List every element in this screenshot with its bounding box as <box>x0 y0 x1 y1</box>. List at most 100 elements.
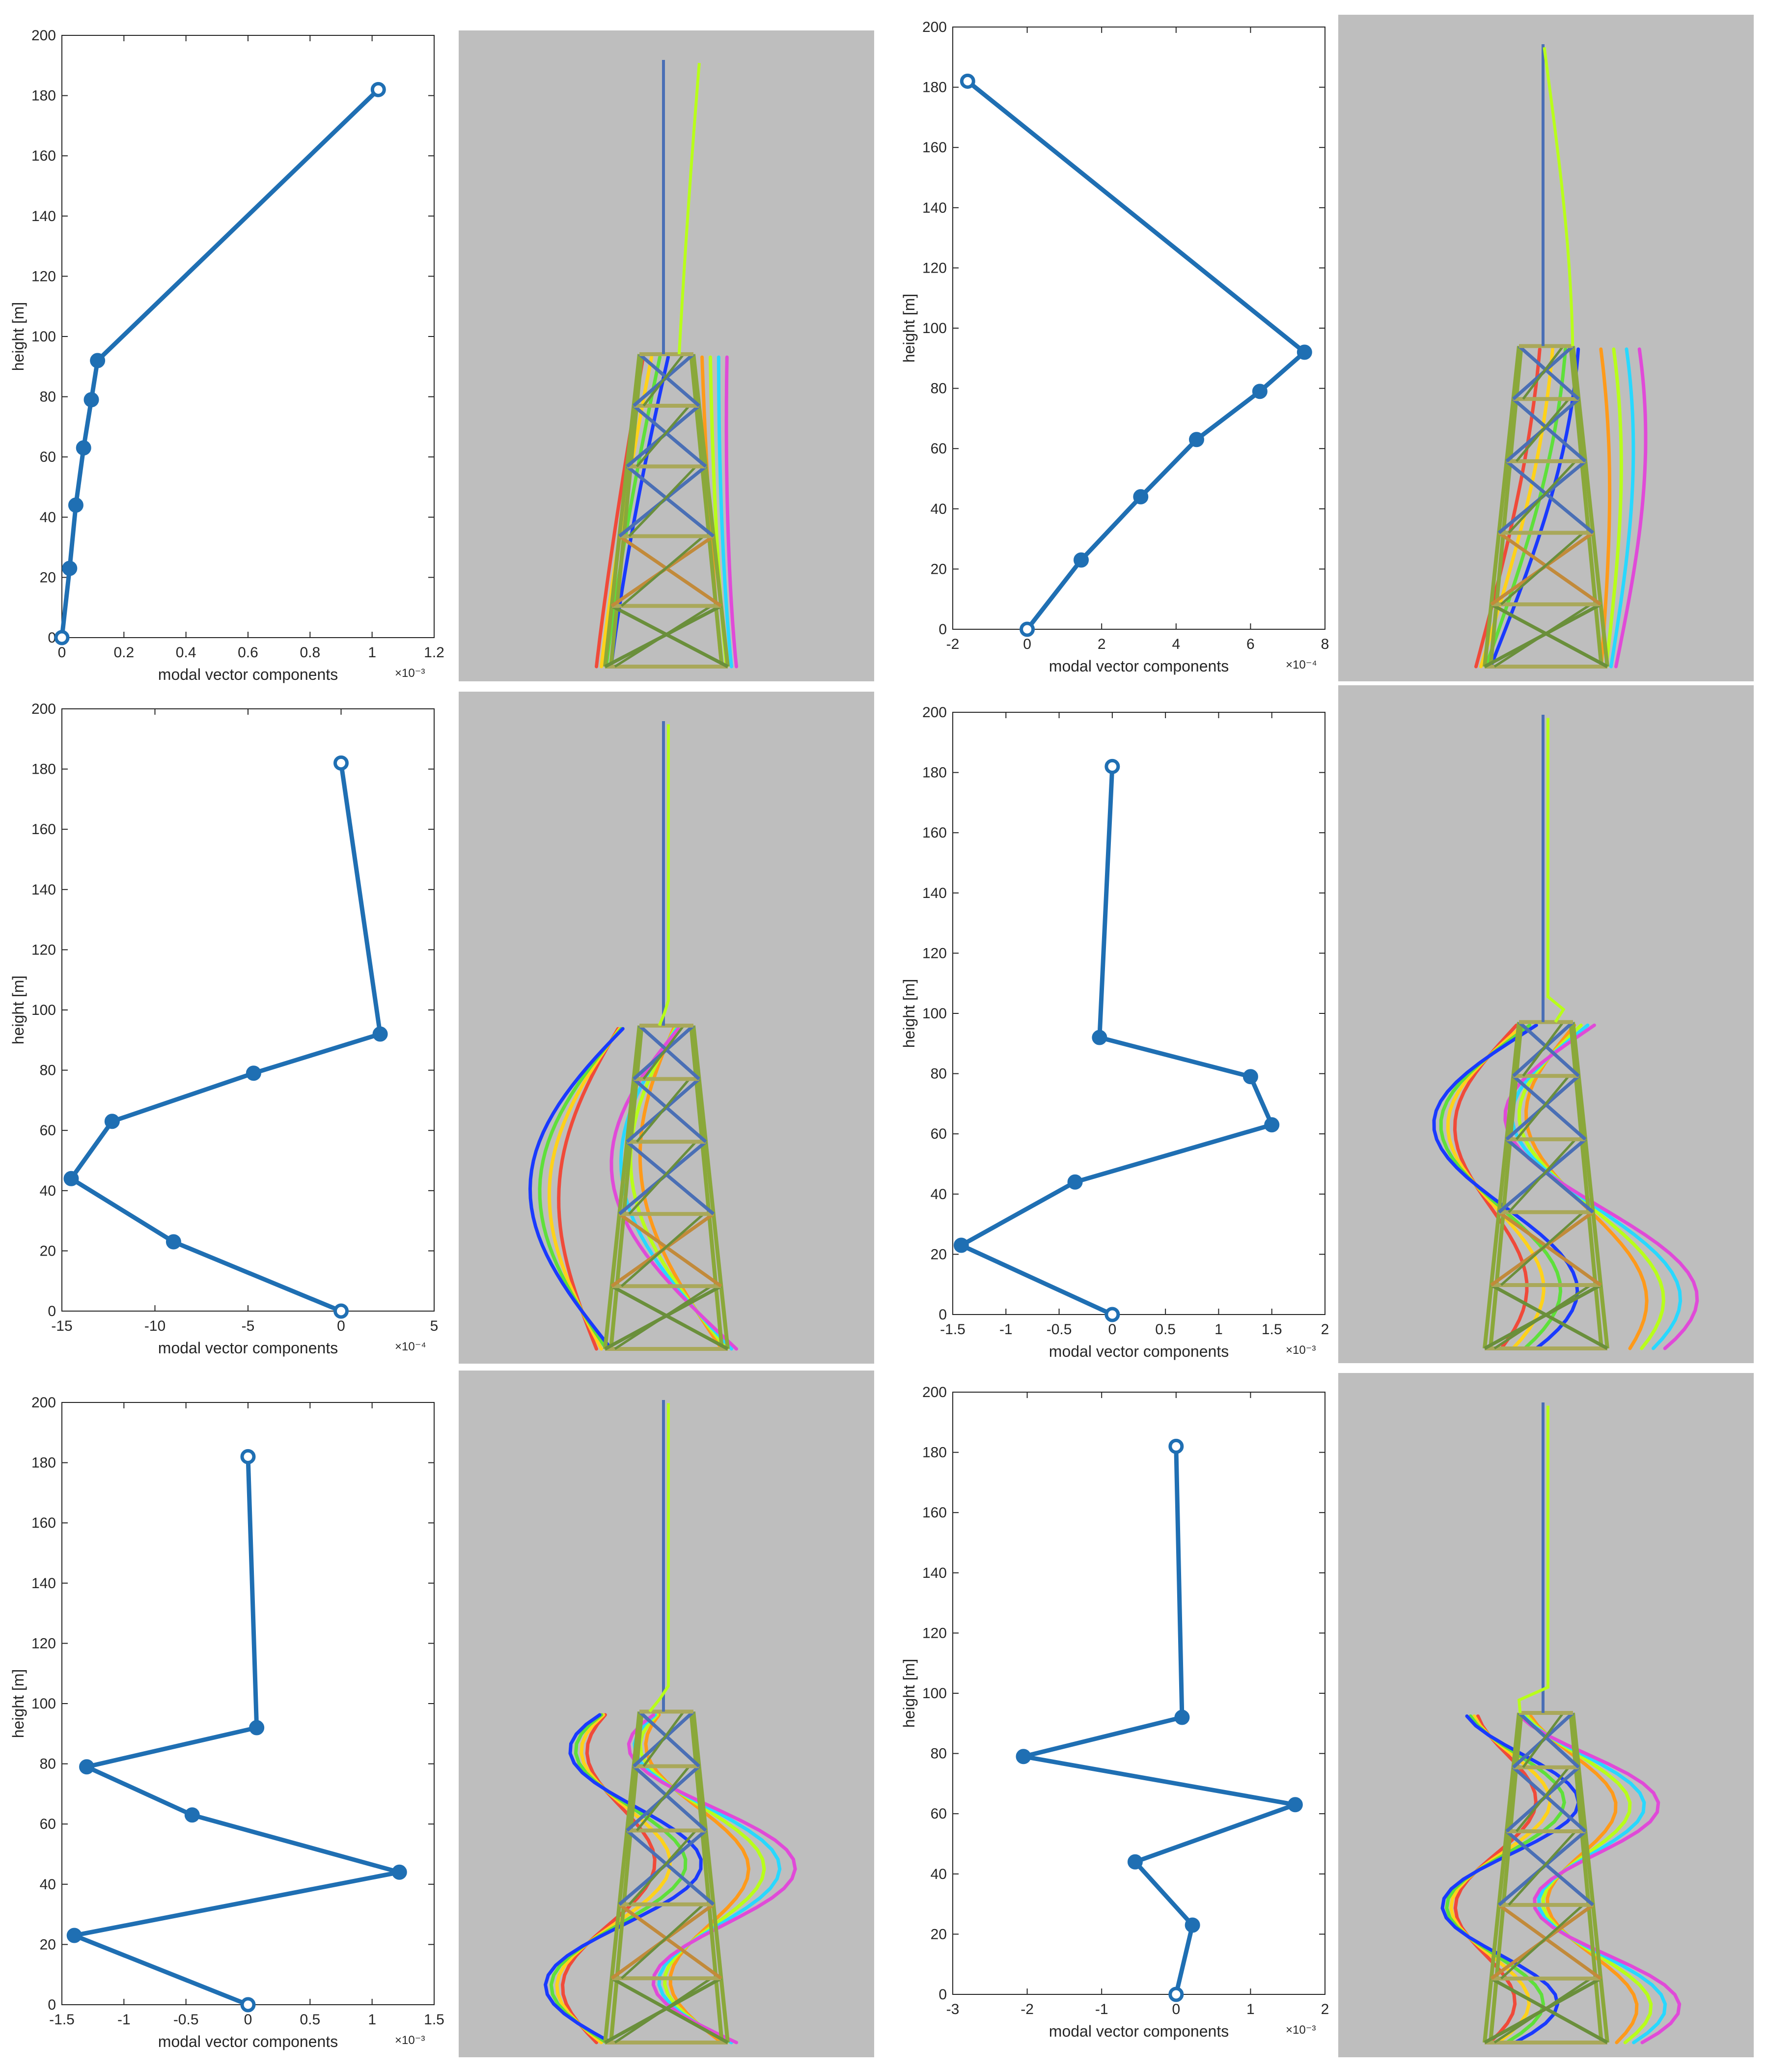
y-tick-label: 60 <box>40 1122 56 1139</box>
tower-render-5 <box>459 1371 874 2057</box>
x-tick-label: -3 <box>946 2001 960 2017</box>
data-point <box>90 353 106 368</box>
y-tick-label: 200 <box>31 701 56 717</box>
mast-deformed <box>677 62 701 355</box>
y-tick-label: 0 <box>938 621 947 638</box>
cross-brace-back <box>1493 1284 1592 1350</box>
y-tick-label: 100 <box>922 320 947 336</box>
axes-box <box>952 27 1325 630</box>
y-tick-label: 140 <box>31 1575 56 1592</box>
cross-brace <box>1490 1283 1608 1350</box>
x-exponent-label: ×10⁻³ <box>395 667 425 680</box>
cross-brace-back <box>1500 532 1584 606</box>
x-tick-label: -1.5 <box>940 1321 966 1338</box>
deformed-leg <box>1609 347 1635 669</box>
mast-deformed <box>658 724 670 1026</box>
cross-brace <box>1505 1138 1595 1214</box>
cross-brace-back <box>1515 1766 1570 1832</box>
x-tick-label: -1 <box>117 2012 131 2028</box>
data-point <box>166 1234 181 1250</box>
deformed-leg <box>1614 347 1648 669</box>
data-point <box>76 440 91 456</box>
y-tick-label: 160 <box>31 821 56 838</box>
y-tick-label: 140 <box>922 885 947 901</box>
cross-brace-back <box>1522 1712 1565 1768</box>
x-tick-label: 0 <box>1172 2001 1180 2017</box>
x-exponent-label: ×10⁻⁴ <box>1286 658 1317 672</box>
y-tick-label: 120 <box>922 260 947 276</box>
y-axis-label: height [m] <box>9 302 27 371</box>
y-tick-label: 160 <box>31 1515 56 1531</box>
x-tick-label: 0 <box>58 644 66 661</box>
cross-brace <box>638 1710 700 1768</box>
cross-brace <box>633 404 707 468</box>
x-tick-label: 0 <box>337 1318 345 1334</box>
x-tick-label: 8 <box>1321 636 1329 652</box>
y-tick-label: 0 <box>48 1303 56 1319</box>
y-tick-label: 140 <box>922 200 947 216</box>
x-tick-label: -2 <box>1021 2001 1034 2017</box>
x-tick-label: -1.5 <box>49 2012 75 2028</box>
y-tick-label: 180 <box>31 88 56 104</box>
y-tick-label: 0 <box>48 630 56 646</box>
cross-brace <box>1490 603 1608 669</box>
deformed-leg <box>1604 347 1623 669</box>
data-point <box>184 1807 200 1823</box>
cross-brace <box>1518 344 1580 400</box>
y-tick-label: 80 <box>40 389 56 405</box>
cross-brace-back <box>614 1977 712 2044</box>
deformed-leg <box>1503 1023 1699 1350</box>
data-point <box>1067 1174 1083 1190</box>
deformed-leg <box>644 1713 751 2044</box>
y-tick-label: 40 <box>931 1186 947 1203</box>
cross-brace <box>610 1977 729 2044</box>
y-tick-label: 20 <box>40 569 56 586</box>
x-exponent-label: ×10⁻³ <box>1286 2023 1316 2037</box>
data-point <box>1133 489 1149 504</box>
cross-brace-back <box>628 465 697 537</box>
cross-brace <box>626 465 715 538</box>
y-tick-label: 40 <box>40 1876 56 1893</box>
data-point <box>240 1997 256 2013</box>
y-tick-label: 20 <box>40 1243 56 1259</box>
y-tick-label: 20 <box>931 561 947 577</box>
cross-brace <box>638 353 700 407</box>
cross-brace-back <box>635 1765 690 1831</box>
y-tick-label: 200 <box>922 704 947 721</box>
y-tick-label: 100 <box>31 329 56 345</box>
y-tick-label: 40 <box>40 509 56 526</box>
y-tick-label: 60 <box>931 1806 947 1822</box>
tower-render-2 <box>1338 15 1754 681</box>
render-background <box>1338 685 1754 1363</box>
deformed-leg <box>633 1713 782 2044</box>
data-point <box>1168 1438 1184 1454</box>
x-axis-label: modal vector components <box>1049 657 1229 675</box>
deformed-leg <box>717 355 733 669</box>
data-point <box>1242 1069 1258 1085</box>
data-point <box>1127 1854 1143 1870</box>
cross-brace <box>1498 1904 1602 1980</box>
deformed-leg <box>544 1713 703 2044</box>
cross-brace <box>633 1764 707 1832</box>
y-tick-label: 140 <box>922 1565 947 1581</box>
cross-brace-back <box>1522 1021 1565 1077</box>
x-axis-label: modal vector components <box>1049 2022 1229 2040</box>
y-tick-label: 40 <box>40 1183 56 1199</box>
cross-brace-back <box>1493 1977 1592 2044</box>
y-tick-label: 0 <box>938 1987 947 2003</box>
cross-brace-back <box>1508 1830 1576 1906</box>
mast-deformed <box>1543 47 1574 346</box>
x-exponent-label: ×10⁻³ <box>395 2034 425 2047</box>
x-tick-label: 0.5 <box>300 2012 320 2028</box>
y-tick-label: 20 <box>40 1936 56 1953</box>
cross-brace <box>610 1285 729 1351</box>
cross-brace <box>1498 531 1602 606</box>
x-tick-label: 6 <box>1246 636 1255 652</box>
x-tick-label: 0 <box>1023 636 1031 652</box>
tower-render-3 <box>459 692 874 1364</box>
deformed-leg <box>638 1713 766 2044</box>
cross-brace-back <box>1508 460 1576 534</box>
